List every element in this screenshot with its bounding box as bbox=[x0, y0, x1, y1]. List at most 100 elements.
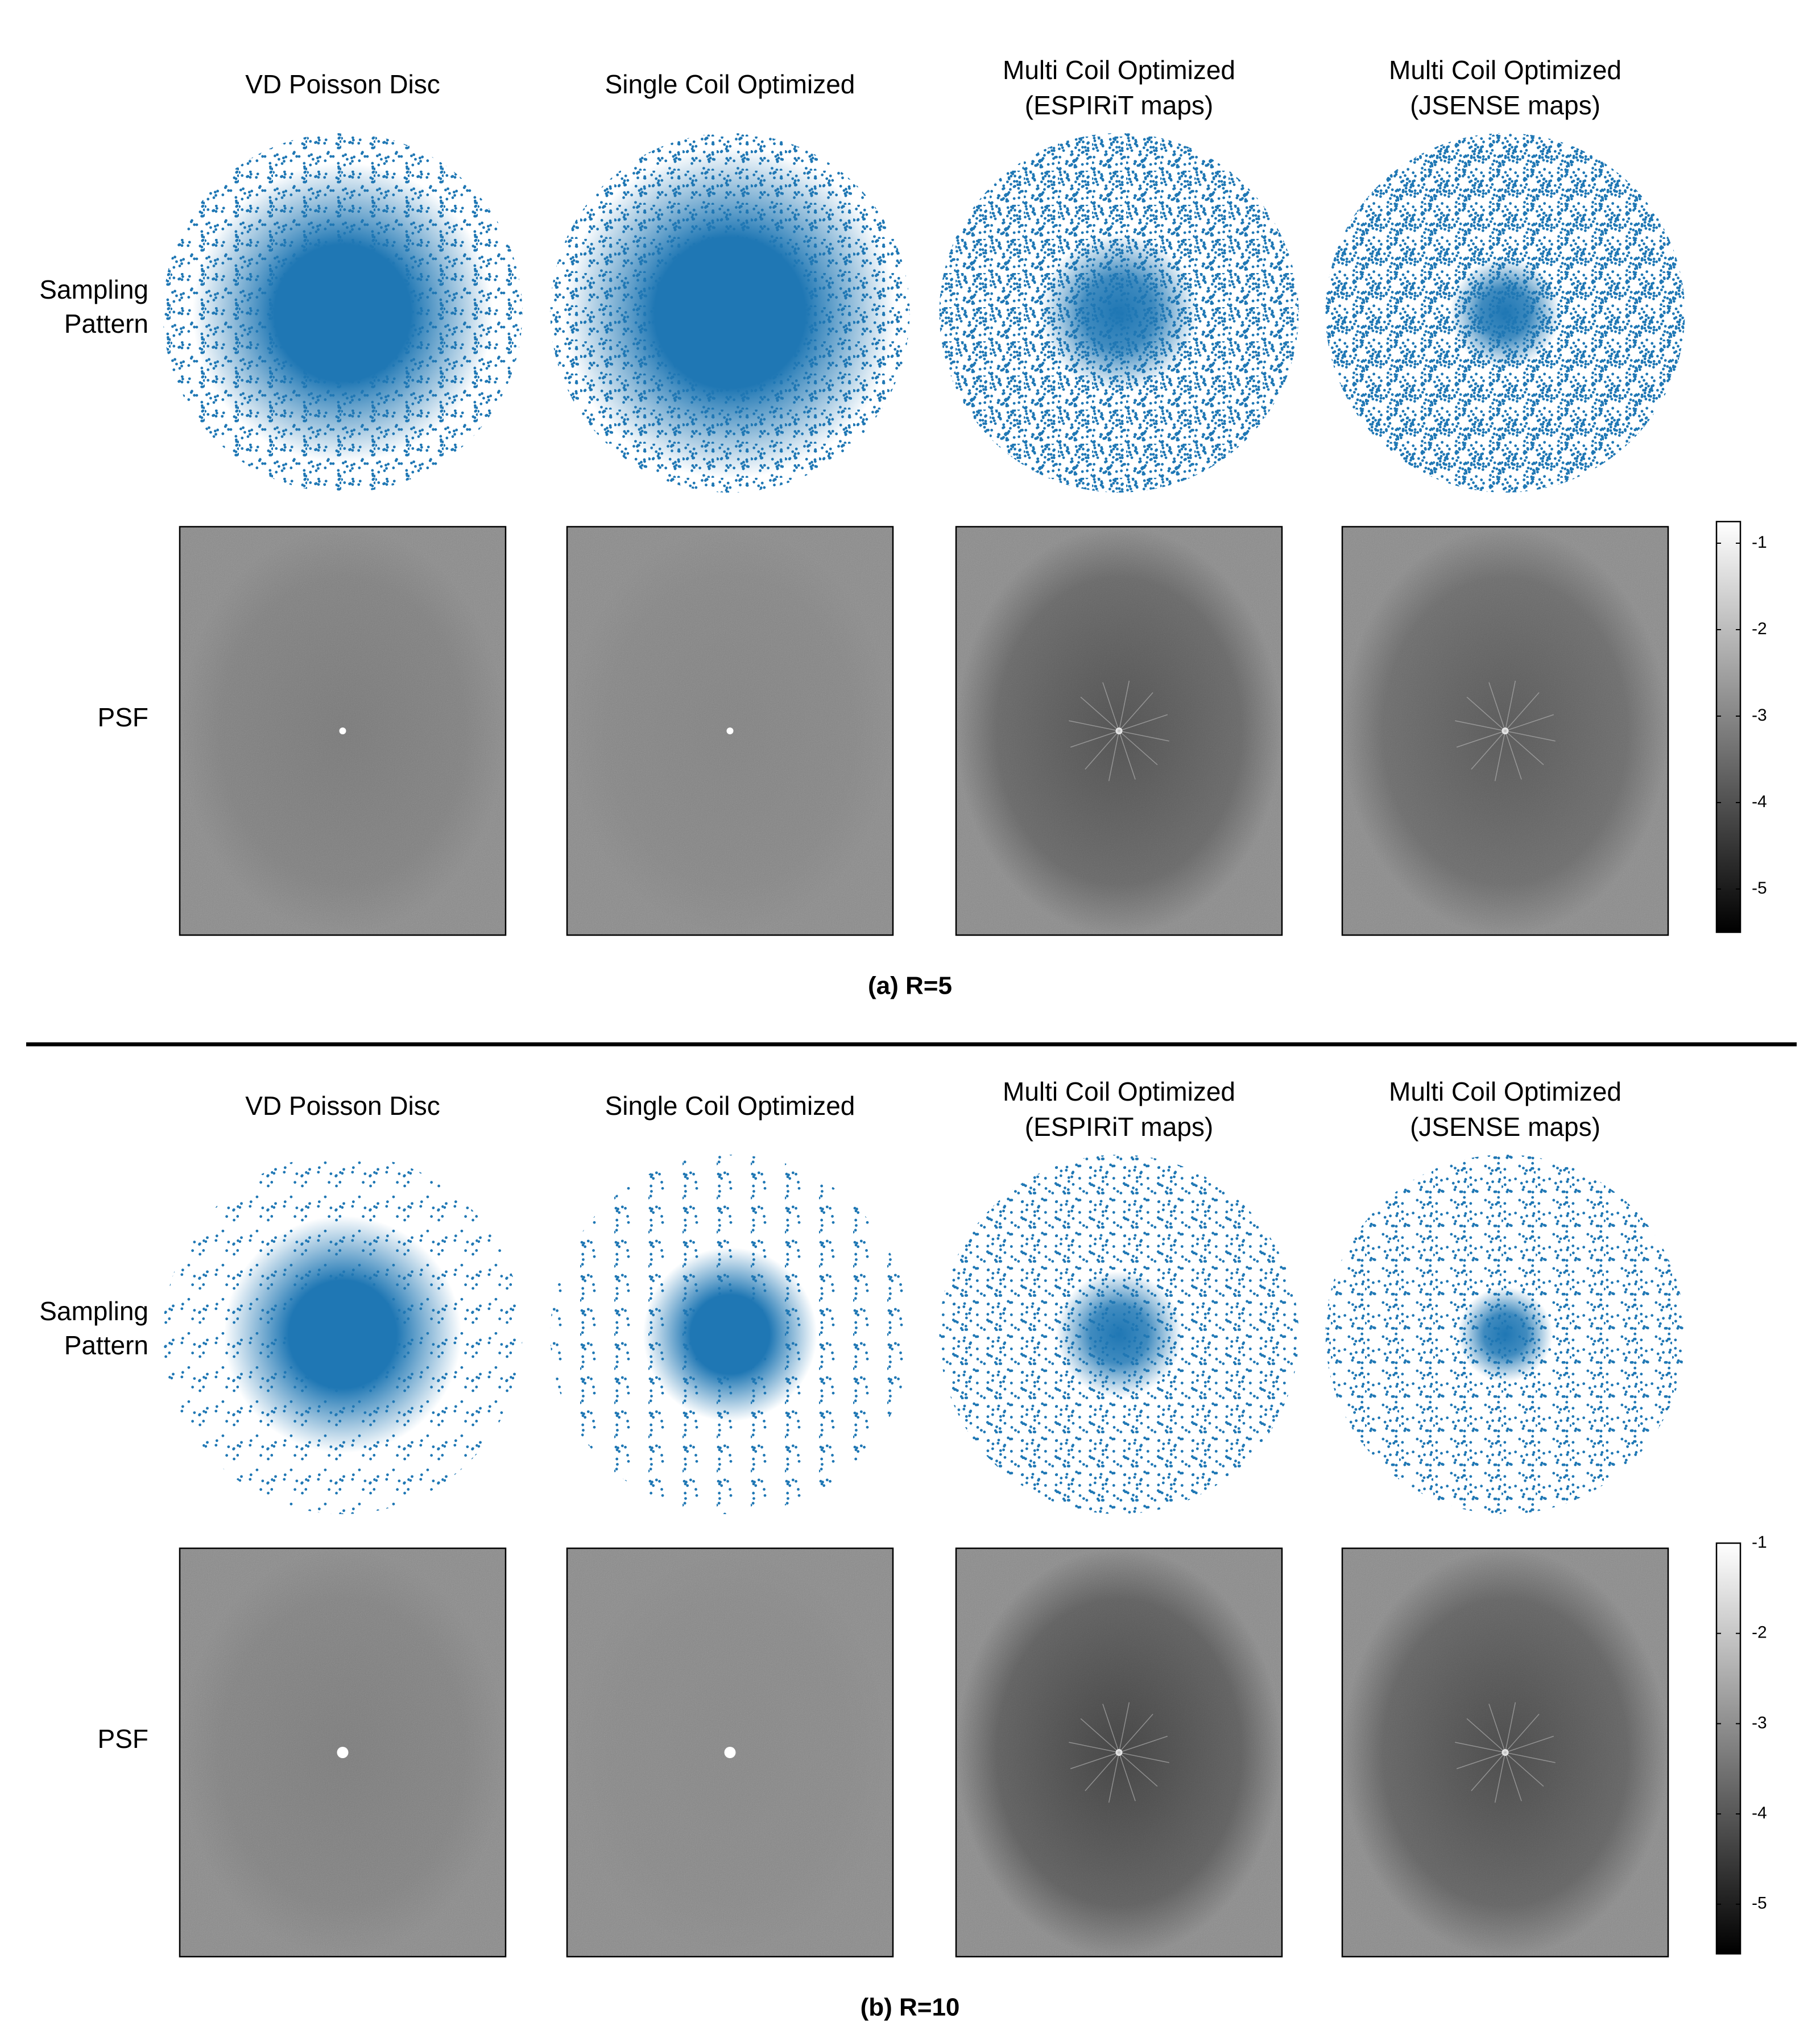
sampling-core bbox=[1325, 1155, 1685, 1514]
psf-streak bbox=[1455, 720, 1505, 731]
sampling-pattern bbox=[1325, 133, 1685, 493]
psf-peak bbox=[726, 727, 734, 734]
column-title: (ESPIRiT maps) bbox=[1025, 1112, 1213, 1142]
psf-streak bbox=[1069, 1742, 1119, 1753]
psf-streak bbox=[1505, 730, 1544, 766]
psf-streak bbox=[1504, 1714, 1540, 1753]
psf-streak bbox=[1471, 730, 1506, 770]
sampling-pattern bbox=[550, 133, 910, 493]
psf-frame bbox=[566, 526, 894, 936]
column-title: VD Poisson Disc bbox=[245, 1091, 440, 1121]
psf-frame bbox=[179, 1547, 507, 1958]
psf-streak bbox=[1118, 692, 1153, 731]
colorbar-tick-label: -1 bbox=[1752, 1533, 1767, 1552]
psf-streak bbox=[1070, 730, 1119, 748]
psf-streak bbox=[1085, 730, 1120, 770]
psf-peak bbox=[339, 727, 346, 734]
psf-streak bbox=[1119, 1752, 1158, 1787]
psf-peak bbox=[337, 1747, 349, 1758]
psf-streak bbox=[1119, 714, 1168, 731]
psf-streak bbox=[1466, 1718, 1505, 1753]
colorbar-tick-label: -1 bbox=[1752, 533, 1767, 552]
psf-streak bbox=[1504, 692, 1540, 731]
psf-streak bbox=[1119, 730, 1169, 742]
colorbar bbox=[1715, 520, 1742, 933]
column-title: (ESPIRiT maps) bbox=[1025, 90, 1213, 120]
psf-streak bbox=[1085, 1752, 1120, 1791]
sampling-pattern bbox=[1325, 1155, 1685, 1514]
psf-streak bbox=[1119, 1752, 1169, 1763]
psf-streak bbox=[1505, 1752, 1544, 1787]
psf-streak bbox=[1455, 1742, 1505, 1753]
sampling-core bbox=[1325, 133, 1685, 493]
psf-streak bbox=[1108, 1752, 1120, 1803]
psf-image bbox=[1341, 526, 1669, 936]
psf-image bbox=[955, 1547, 1283, 1958]
psf-image bbox=[1341, 1547, 1669, 1958]
psf-streak bbox=[1102, 1704, 1120, 1753]
psf-streak bbox=[1102, 682, 1120, 731]
psf-image bbox=[566, 1547, 894, 1958]
psf-frame bbox=[179, 526, 507, 936]
psf-frame bbox=[1341, 1547, 1669, 1958]
psf-streak bbox=[1505, 1752, 1556, 1763]
psf-streak bbox=[1118, 680, 1130, 731]
psf-streak bbox=[1080, 696, 1119, 731]
psf-streak bbox=[1494, 1752, 1506, 1803]
psf-streak bbox=[1488, 1704, 1506, 1753]
colorbar-tick-label: -2 bbox=[1752, 1623, 1767, 1642]
psf-streak bbox=[1505, 730, 1556, 742]
row-label: Pattern bbox=[64, 1330, 148, 1360]
psf-streak bbox=[1456, 730, 1505, 748]
colorbar-tick-label: -3 bbox=[1752, 706, 1767, 725]
psf-streak bbox=[1488, 682, 1506, 731]
sampling-core bbox=[939, 1155, 1299, 1514]
psf-streak bbox=[1471, 1752, 1506, 1791]
sampling-core bbox=[163, 1155, 523, 1514]
psf-streak bbox=[1504, 1752, 1522, 1801]
column-title: Single Coil Optimized bbox=[605, 1091, 855, 1121]
psf-streak bbox=[1504, 680, 1516, 731]
psf-streak bbox=[1119, 1735, 1168, 1753]
colorbar bbox=[1715, 1542, 1742, 1955]
psf-streak bbox=[1080, 1718, 1119, 1753]
colorbar-tick-label: -4 bbox=[1752, 792, 1767, 811]
column-title: Single Coil Optimized bbox=[605, 69, 855, 99]
column-title: VD Poisson Disc bbox=[245, 69, 440, 99]
row-label: Pattern bbox=[64, 309, 148, 338]
column-title: Multi Coil Optimized bbox=[1389, 1077, 1622, 1106]
column-title: (JSENSE maps) bbox=[1410, 1112, 1600, 1142]
sampling-core bbox=[550, 1155, 910, 1514]
colorbar-tick-label: -5 bbox=[1752, 1894, 1767, 1913]
panel-caption: (b) R=10 bbox=[861, 1994, 960, 2022]
psf-frame bbox=[955, 526, 1283, 936]
column-title: Multi Coil Optimized bbox=[1003, 1077, 1235, 1106]
psf-streak bbox=[1505, 714, 1554, 731]
psf-image bbox=[179, 1547, 507, 1958]
panel-caption: (a) R=5 bbox=[868, 972, 952, 1000]
psf-streak bbox=[1456, 1752, 1505, 1770]
row-label: PSF bbox=[98, 702, 148, 732]
psf-streak bbox=[1119, 730, 1158, 766]
psf-streak bbox=[1118, 730, 1136, 780]
psf-frame bbox=[1341, 526, 1669, 936]
psf-streak bbox=[1118, 1714, 1153, 1753]
sampling-pattern bbox=[550, 1155, 910, 1514]
psf-streak bbox=[1466, 696, 1505, 731]
psf-streak bbox=[1070, 1752, 1119, 1770]
colorbar-tick-label: -2 bbox=[1752, 619, 1767, 638]
sampling-core bbox=[163, 133, 523, 493]
psf-streak bbox=[1118, 1752, 1136, 1801]
psf-frame bbox=[955, 1547, 1283, 1958]
row-label: PSF bbox=[98, 1724, 148, 1754]
sampling-pattern bbox=[163, 1155, 523, 1514]
psf-image bbox=[179, 526, 507, 936]
row-label: Sampling bbox=[39, 275, 148, 304]
colorbar-tick-label: -3 bbox=[1752, 1713, 1767, 1732]
psf-image bbox=[566, 526, 894, 936]
psf-streak bbox=[1118, 1702, 1130, 1753]
sampling-pattern bbox=[163, 133, 523, 493]
colorbar-tick-label: -5 bbox=[1752, 879, 1767, 898]
